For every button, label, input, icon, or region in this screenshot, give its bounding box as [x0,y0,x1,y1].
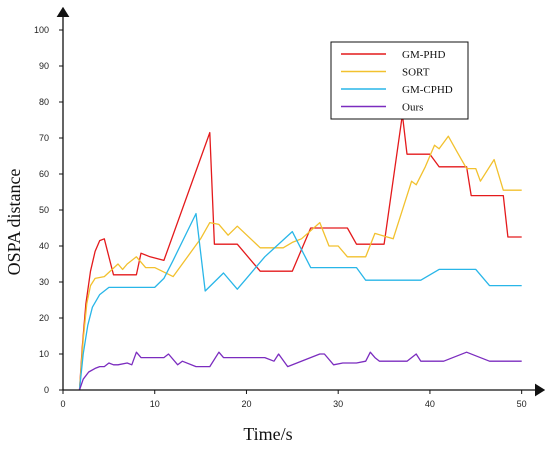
y-tick-label: 10 [39,349,49,359]
legend-label-gm-cphd: GM-CPHD [402,84,453,96]
x-tick-label: 10 [150,399,160,409]
y-tick-label: 30 [39,277,49,287]
y-tick-label: 50 [39,205,49,215]
legend-label-gm-phd: GM-PHD [402,49,445,61]
x-ticks: 0 10 20 30 40 50 [60,390,527,409]
y-tick-label: 70 [39,133,49,143]
series-line-ours [78,351,522,391]
x-tick-label: 0 [60,399,65,409]
legend-label-ours: Ours [402,102,423,114]
y-axis-label: OSPA distance [4,169,24,276]
series-line-gm-cphd [78,212,522,391]
x-axis-label: Time/s [243,424,292,444]
legend: GM-PHD SORT GM-CPHD Ours [330,41,469,120]
y-tick-label: 20 [39,313,49,323]
x-tick-label: 40 [425,399,435,409]
legend-label-sort: SORT [402,67,430,79]
y-tick-label: 0 [44,385,49,395]
series-line-gm-phd [78,113,522,391]
x-tick-label: 50 [517,399,527,409]
y-tick-label: 40 [39,241,49,251]
x-tick-label: 20 [241,399,251,409]
axes [56,6,546,397]
y-ticks: 0 10 20 30 40 50 60 70 80 90 100 [34,25,63,395]
series-line-sort [78,135,522,391]
y-tick-label: 90 [39,61,49,71]
x-tick-label: 30 [333,399,343,409]
series-layer [78,113,522,391]
y-tick-label: 60 [39,169,49,179]
y-tick-label: 80 [39,97,49,107]
y-tick-label: 100 [34,25,49,35]
